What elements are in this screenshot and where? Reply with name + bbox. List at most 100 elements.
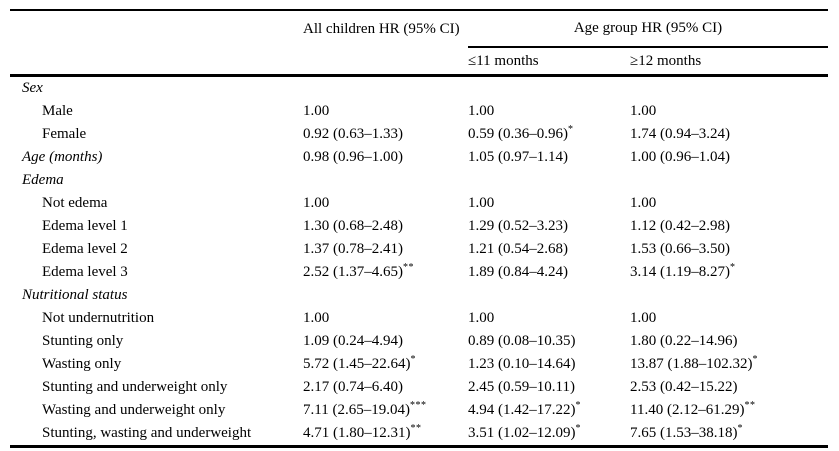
hr-value: 7.65 (1.53–38.18)* — [630, 423, 743, 442]
hr-value: 1.00 — [468, 310, 495, 326]
hr-value: 1.74 (0.94–3.24) — [630, 126, 730, 142]
hr-value: 4.71 (1.80–12.31)** — [303, 423, 422, 442]
hr-value: 1.00 — [468, 103, 495, 119]
header-all-children: All children HR (95% CI) — [303, 20, 460, 37]
hr-value — [630, 76, 828, 101]
row-label: Edema level 2 — [42, 241, 128, 257]
row-label: Male — [42, 103, 73, 119]
table-row: Male 1.00 1.00 1.00 — [10, 100, 828, 123]
hr-value: 1.37 (0.78–2.41) — [303, 241, 403, 257]
hr-value: 1.00 — [468, 195, 495, 211]
hr-value: 0.92 (0.63–1.33) — [303, 126, 403, 142]
hr-value: 1.00 — [303, 103, 330, 119]
hr-value: 1.30 (0.68–2.48) — [303, 218, 403, 234]
significance-marker: ** — [403, 262, 414, 273]
header-ge12-months: ≥12 months — [630, 47, 828, 77]
hr-value — [468, 169, 630, 192]
hr-value: 1.53 (0.66–3.50) — [630, 241, 730, 257]
hr-value: 1.12 (0.42–2.98) — [630, 218, 730, 234]
table-row: Edema level 2 1.37 (0.78–2.41) 1.21 (0.54–… — [10, 238, 828, 261]
significance-marker: * — [737, 423, 743, 434]
hr-value: 3.51 (1.02–12.09)* — [468, 423, 581, 442]
hr-value: 1.29 (0.52–3.23) — [468, 218, 568, 234]
hr-value — [630, 169, 828, 192]
header-subgroup-row: ≤11 months ≥12 months — [10, 47, 828, 77]
significance-marker: ** — [410, 423, 422, 434]
section-label: Age (months) — [22, 149, 103, 165]
table-row: Stunting, wasting and underweight 4.71 (1… — [10, 422, 828, 447]
hr-value: 1.00 (0.96–1.04) — [630, 149, 730, 165]
section-label: Edema — [22, 172, 64, 188]
hr-value: 2.52 (1.37–4.65)** — [303, 262, 414, 281]
significance-marker: * — [410, 354, 416, 365]
table-row: Not edema 1.00 1.00 1.00 — [10, 192, 828, 215]
hr-value: 11.40 (2.12–61.29)** — [630, 400, 756, 419]
row-label: Stunting only — [42, 333, 124, 349]
significance-marker: * — [575, 423, 581, 434]
header-empty-cell — [10, 47, 303, 77]
hr-value: 1.05 (0.97–1.14) — [468, 149, 568, 165]
table-row: Edema level 1 1.30 (0.68–2.48) 1.29 (0.52–… — [10, 215, 828, 238]
hr-value — [303, 169, 468, 192]
hr-value: 1.00 — [630, 195, 657, 211]
table-body: Sex Male 1.00 1.00 1.00 Female 0.92 (0.63–1.33… — [10, 76, 828, 447]
hr-value — [303, 76, 468, 101]
hr-value: 0.98 (0.96–1.00) — [303, 149, 403, 165]
hr-value: 1.09 (0.24–4.94) — [303, 333, 403, 349]
hr-value: 1.21 (0.54–2.68) — [468, 241, 568, 257]
row-label: Wasting only — [42, 356, 122, 372]
hr-value: 2.53 (0.42–15.22) — [630, 379, 738, 395]
hazard-ratio-table: All children HR (95% CI) Age group HR (9… — [10, 9, 828, 448]
header-le11-months: ≤11 months — [468, 47, 630, 77]
header-empty-cell — [10, 10, 303, 47]
hr-value: 4.94 (1.42–17.22)* — [468, 400, 581, 419]
significance-marker: ** — [744, 400, 756, 411]
hr-value: 1.80 (0.22–14.96) — [630, 333, 738, 349]
header-group-row: All children HR (95% CI) Age group HR (9… — [10, 10, 828, 48]
hr-value: 3.14 (1.19–8.27)* — [630, 262, 736, 281]
table-header: All children HR (95% CI) Age group HR (9… — [10, 10, 828, 77]
significance-marker: * — [730, 262, 736, 273]
hr-value: 1.23 (0.10–14.64) — [468, 356, 576, 372]
table-row: Stunting and underweight only 2.17 (0.74–… — [10, 376, 828, 399]
row-label: Wasting and underweight only — [42, 402, 226, 418]
table-row: Wasting only 5.72 (1.45–22.64)* 1.23 (0.10… — [10, 353, 828, 376]
row-label: Stunting, wasting and underweight — [42, 425, 252, 441]
hr-value — [468, 284, 630, 307]
table-row: Nutritional status — [10, 284, 828, 307]
table-row: Female 0.92 (0.63–1.33) 0.59 (0.36–0.96)* 1… — [10, 123, 828, 146]
table-row: Edema — [10, 169, 828, 192]
hr-value: 0.89 (0.08–10.35) — [468, 333, 576, 349]
hr-value: 7.11 (2.65–19.04)*** — [303, 400, 427, 419]
hr-value: 5.72 (1.45–22.64)* — [303, 354, 416, 373]
row-label: Edema level 3 — [42, 264, 128, 280]
significance-marker: * — [752, 354, 758, 365]
hr-value: 1.00 — [303, 195, 330, 211]
row-label: Female — [42, 126, 87, 142]
table-row: Edema level 3 2.52 (1.37–4.65)** 1.89 (0.8… — [10, 261, 828, 284]
hr-value: 1.00 — [303, 310, 330, 326]
table-row: Sex — [10, 76, 828, 101]
hr-value: 2.17 (0.74–6.40) — [303, 379, 403, 395]
hr-value — [303, 284, 468, 307]
section-label: Sex — [22, 80, 43, 96]
significance-marker: * — [575, 400, 581, 411]
hr-value: 2.45 (0.59–10.11) — [468, 379, 575, 395]
table-row: Age (months) 0.98 (0.96–1.00) 1.05 (0.97–1… — [10, 146, 828, 169]
row-label: Not undernutrition — [42, 310, 155, 326]
significance-marker: * — [568, 124, 574, 135]
table-row: Not undernutrition 1.00 1.00 1.00 — [10, 307, 828, 330]
hr-value: 0.59 (0.36–0.96)* — [468, 124, 574, 143]
table-row: Stunting only 1.09 (0.24–4.94) 0.89 (0.08–… — [10, 330, 828, 353]
hr-value: 13.87 (1.88–102.32)* — [630, 354, 758, 373]
row-label: Not edema — [42, 195, 108, 211]
row-label: Edema level 1 — [42, 218, 128, 234]
hr-value — [630, 284, 828, 307]
section-label: Nutritional status — [22, 287, 128, 303]
header-empty-cell — [303, 47, 468, 77]
hr-value — [468, 76, 630, 101]
significance-marker: *** — [409, 400, 427, 411]
hr-value: 1.00 — [630, 310, 657, 326]
row-label: Stunting and underweight only — [42, 379, 228, 395]
